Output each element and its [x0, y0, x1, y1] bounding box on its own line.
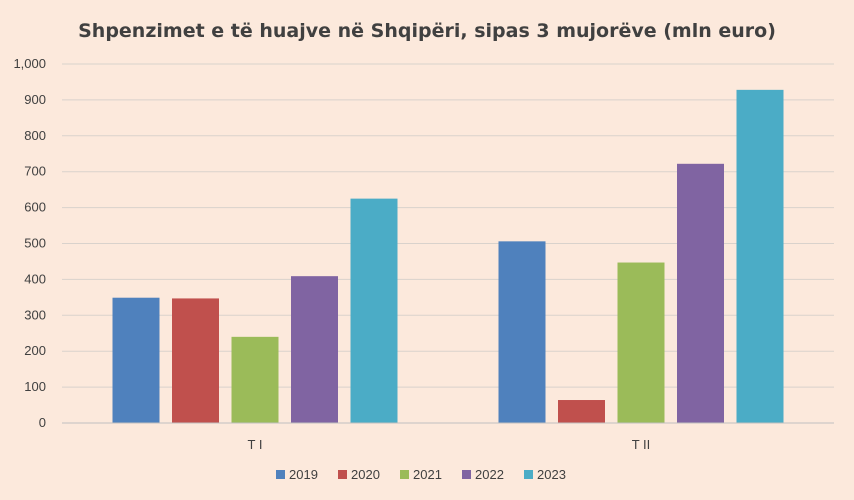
legend-swatch	[462, 470, 471, 479]
legend-label: 2021	[413, 467, 442, 482]
y-axis-tick-labels: 0 100 200 300 400 500 600 700 800 900 1,000	[13, 56, 46, 430]
legend-swatch	[400, 470, 409, 479]
y-tick-label: 1,000	[13, 56, 46, 71]
y-tick-label: 400	[24, 271, 46, 286]
legend-swatch	[338, 470, 347, 479]
bar-2019-1	[498, 241, 546, 423]
legend-swatch	[524, 470, 533, 479]
bar-2019-0	[112, 297, 160, 423]
bar-2023-0	[350, 198, 398, 423]
bar-2022-1	[677, 163, 724, 423]
y-tick-label: 200	[24, 343, 46, 358]
x-category-label: T I	[248, 437, 263, 452]
y-tick-label: 300	[24, 307, 46, 322]
bar-2021-1	[617, 262, 665, 423]
chart-title: Shpenzimet e të huajve në Shqipëri, sipa…	[78, 20, 776, 42]
legend-label: 2023	[537, 467, 566, 482]
legend-label: 2020	[351, 467, 380, 482]
legend-label: 2022	[475, 467, 504, 482]
y-tick-label: 800	[24, 128, 46, 143]
x-category-label: T II	[632, 437, 651, 452]
y-tick-label: 900	[24, 92, 46, 107]
legend-swatch	[276, 470, 285, 479]
y-tick-label: 100	[24, 379, 46, 394]
bar-2022-0	[291, 276, 338, 423]
bar-2020-1	[558, 400, 605, 423]
y-tick-label: 700	[24, 164, 46, 179]
y-tick-label: 600	[24, 200, 46, 215]
y-tick-label: 0	[39, 415, 46, 430]
y-tick-label: 500	[24, 236, 46, 251]
bar-2023-1	[736, 89, 784, 424]
legend: 2019 2020 2021 2022 2023	[276, 467, 566, 482]
bars	[112, 89, 784, 424]
x-axis-category-labels: T I T II	[248, 437, 651, 452]
legend-label: 2019	[289, 467, 318, 482]
bar-2021-0	[231, 336, 279, 423]
bar-2020-0	[172, 298, 219, 423]
